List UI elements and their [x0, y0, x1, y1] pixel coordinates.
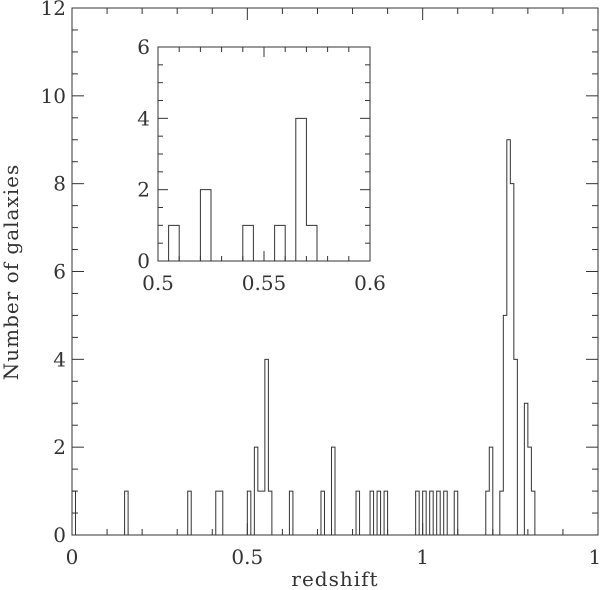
- x-axis-label: redshift: [291, 567, 378, 590]
- y-tick-label: 12: [41, 0, 66, 20]
- x-tick-label: 0.6: [354, 271, 386, 295]
- histogram-bin: [219, 491, 223, 535]
- y-tick-label: 10: [41, 84, 66, 108]
- histogram-bin: [188, 491, 192, 535]
- main-axis-ticks: [71, 7, 599, 536]
- histogram-bin: [503, 315, 507, 535]
- y-tick-label: 8: [53, 172, 66, 196]
- histogram-bin: [247, 491, 251, 535]
- histogram-bin: [489, 447, 493, 535]
- histogram-bin: [528, 447, 532, 535]
- inset-histogram: 0.5 0.55 0.6 0 2 4 6: [137, 35, 386, 295]
- x-tick-label: 0.5: [142, 271, 174, 295]
- inset-histogram-outline: [158, 117, 370, 262]
- y-tick-label: 0: [137, 249, 150, 273]
- histogram-bin: [531, 491, 535, 535]
- main-histogram-outline: [71, 139, 598, 536]
- histogram-bin: [321, 491, 325, 535]
- x-tick-label: 0: [66, 545, 79, 569]
- y-tick-label: 4: [137, 106, 150, 130]
- histogram-bin: [265, 359, 269, 535]
- histogram-bin: [500, 491, 504, 535]
- histogram-bin: [258, 491, 262, 535]
- histogram-bin: [289, 491, 293, 535]
- histogram-bin: [430, 491, 434, 535]
- histogram-bin: [486, 491, 490, 535]
- histogram-bin: [377, 491, 381, 535]
- histogram-bin: [216, 491, 220, 535]
- histogram-bin: [454, 491, 458, 535]
- x-tick-label: 1.: [588, 545, 600, 569]
- histogram-bin: [125, 491, 129, 535]
- histogram-bin: [416, 491, 420, 535]
- y-tick-label: 2: [137, 178, 150, 202]
- histogram-bin: [331, 447, 335, 535]
- y-axis-label: Number of galaxies: [0, 164, 23, 381]
- x-tick-label: 0.5: [231, 545, 263, 569]
- inset-background: [158, 47, 370, 261]
- main-x-tick-labels: 0 0.5 1 1.: [66, 545, 600, 569]
- histogram-bin: [261, 491, 265, 535]
- x-tick-label: 0.55: [242, 271, 287, 295]
- histogram-bin: [268, 491, 272, 535]
- y-tick-label: 4: [53, 347, 66, 371]
- histogram-bin: [507, 140, 511, 535]
- inset-y-tick-labels: 0 2 4 6: [137, 35, 150, 273]
- histogram-bin: [437, 491, 441, 535]
- histogram-bin: [524, 403, 528, 535]
- histogram-bin: [254, 447, 258, 535]
- histogram-bin: [510, 184, 514, 535]
- y-tick-label: 2: [53, 435, 66, 459]
- histogram-bin: [370, 491, 374, 535]
- histogram-bin: [514, 359, 518, 535]
- y-tick-label: 6: [137, 35, 150, 59]
- histogram-bin: [444, 491, 448, 535]
- x-tick-label: 1: [416, 545, 429, 569]
- inset-x-tick-labels: 0.5 0.55 0.6: [142, 271, 386, 295]
- histogram-bin: [356, 491, 360, 535]
- histogram-bin: [423, 491, 427, 535]
- y-tick-label: 0: [53, 523, 66, 547]
- y-tick-label: 6: [53, 260, 66, 284]
- histogram-bin: [384, 491, 388, 535]
- main-y-tick-labels: 0 2 4 6 8 10 12: [41, 0, 66, 547]
